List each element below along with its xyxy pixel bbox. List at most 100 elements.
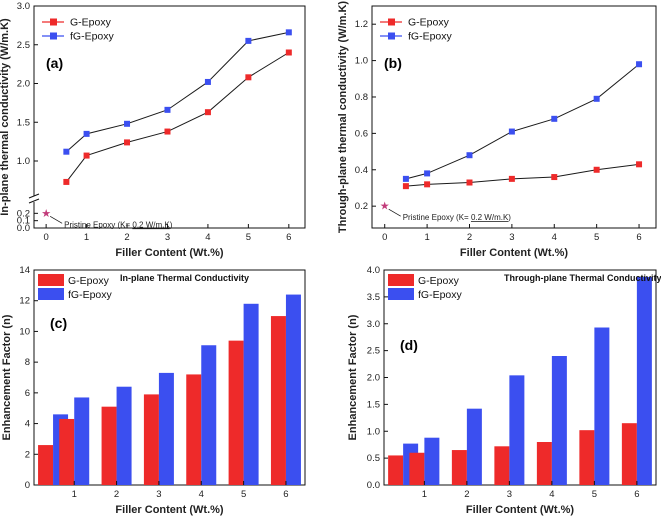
y-tick-label: 12: [19, 296, 30, 307]
x-tick-label: 4: [552, 232, 557, 243]
panel-label: (a): [46, 55, 63, 71]
y-tick-label: 2.0: [367, 373, 380, 384]
y-tick-label: 4.0: [367, 265, 380, 276]
data-point: [83, 152, 90, 159]
y-tick-label: 10: [19, 326, 30, 337]
x-tick-label: 2: [124, 232, 129, 243]
reference-star: ★: [41, 208, 51, 220]
bar-g-epoxy: [186, 374, 202, 485]
chart-title: In-plane Thermal Conductivity: [120, 273, 249, 283]
y-tick-label: 0.5: [367, 453, 380, 464]
chart-panel-c: 1 2 3 4 5 602468101214G-EpoxyfG-EpoxyIn-plane…: [1, 265, 306, 516]
x-axis-title: Filler Content (Wt.%): [115, 504, 223, 516]
axis-break-gap: [30, 196, 38, 202]
y-tick-label: 0.2: [17, 208, 30, 219]
reference-arrow: [49, 216, 63, 224]
data-point: [164, 128, 171, 135]
data-point: [636, 61, 643, 68]
data-point: [204, 78, 211, 85]
x-axis-title: Filler Content (Wt.%): [466, 504, 574, 516]
reference-label: Pristine Epoxy (K= 0.2 W/m.K): [403, 213, 512, 222]
y-tick-label: 8: [25, 357, 30, 368]
x-tick-label: 1: [422, 489, 427, 500]
y-axis-title: Through-plane thermal conductivity (W/m.…: [337, 1, 349, 234]
legend-swatch: [38, 288, 64, 300]
reference-label: Pristine Epoxy (K= 0.2 W/m.K): [64, 220, 173, 229]
bar-fg-epoxy: [158, 372, 174, 485]
y-tick-label: 0.0: [17, 223, 30, 234]
panel-label: (c): [50, 315, 67, 331]
x-tick-label: 6: [634, 489, 639, 500]
x-tick-label: 2: [114, 489, 119, 500]
bar-g-epoxy: [621, 423, 637, 485]
bar-fg-epoxy: [201, 345, 217, 485]
chart-panel-d: 1 2 3 4 5 6 0.0 0.5 1.0 1.5 2.0 2.5 3.0 3.5 4.0 G-Epoxy…: [347, 265, 661, 516]
data-point: [63, 148, 70, 155]
data-point: [508, 175, 515, 182]
x-tick-label: 1: [72, 489, 77, 500]
x-tick-label: 4: [549, 489, 554, 500]
data-point: [466, 152, 473, 159]
y-axis-title: Enhancement Factor (n): [1, 314, 13, 440]
data-point: [508, 128, 515, 135]
y-tick-label: 6: [25, 388, 30, 399]
x-tick-label: 5: [241, 489, 246, 500]
bar-fg-epoxy: [74, 397, 90, 485]
legend-label: fG-Epoxy: [70, 31, 115, 43]
data-point: [551, 174, 558, 181]
data-point: [245, 37, 252, 44]
x-tick-label: 0: [382, 232, 387, 243]
x-tick-label: 2: [467, 232, 472, 243]
legend-swatch: [388, 288, 414, 300]
legend-label: fG-Epoxy: [408, 31, 453, 43]
data-point: [285, 49, 292, 56]
x-tick-label: 2: [464, 489, 469, 500]
data-point: [593, 95, 600, 102]
y-axis-title: Enhancement Factor (n): [347, 314, 359, 440]
bar-g-epoxy: [101, 406, 117, 485]
bar-g-epoxy: [409, 452, 425, 485]
legend-marker: [50, 18, 57, 26]
y-tick-label: 2: [25, 449, 30, 460]
bar-g-epoxy: [38, 445, 54, 485]
y-tick-label: 0.1: [17, 216, 30, 227]
y-tick-label: 1.5: [367, 399, 380, 410]
plot-frame: [371, 5, 657, 229]
reference-star: ★: [380, 201, 390, 213]
x-tick-label: 1: [84, 232, 89, 243]
x-tick-label: 0: [43, 232, 48, 243]
data-point: [636, 161, 643, 168]
y-tick-label: 3.0: [367, 319, 380, 330]
x-tick-label: 1: [424, 232, 429, 243]
legend-marker: [50, 32, 57, 40]
axis-break-mark: [28, 193, 40, 199]
x-axis-title: Filler Content (Wt.%): [115, 247, 223, 259]
data-point: [424, 170, 431, 177]
y-tick-label: 1.0: [367, 426, 380, 437]
y-tick-label: 1.5: [17, 117, 30, 128]
legend-label: G-Epoxy: [68, 275, 110, 287]
x-tick-label: 6: [636, 232, 641, 243]
x-tick-label: 5: [594, 232, 599, 243]
x-tick-label: 3: [509, 232, 514, 243]
data-point: [83, 130, 90, 137]
x-tick-label: 6: [283, 489, 288, 500]
data-point: [402, 183, 409, 190]
bar-fg-epoxy: [466, 408, 482, 485]
chart-title: Through-plane Thermal Conductivity: [504, 273, 661, 283]
x-tick-label: 5: [246, 232, 251, 243]
data-point: [402, 175, 409, 182]
data-point: [124, 120, 131, 127]
series-line-g-epoxy: [65, 52, 290, 183]
data-point: [124, 139, 131, 146]
chart-panel-a: 0 1 2 3 4 5 6 0.00.10.2 1.0 1.5 2.0 2.5 3.0 ★ Pristine…: [0, 1, 306, 259]
data-point: [164, 106, 171, 113]
data-point: [285, 29, 292, 36]
y-tick-label: 4: [25, 419, 30, 430]
bar-g-epoxy: [388, 455, 404, 485]
data-point: [593, 166, 600, 173]
y-tick-label: 2.5: [17, 40, 30, 51]
x-tick-label: 3: [156, 489, 161, 500]
bar-g-epoxy: [451, 450, 467, 485]
